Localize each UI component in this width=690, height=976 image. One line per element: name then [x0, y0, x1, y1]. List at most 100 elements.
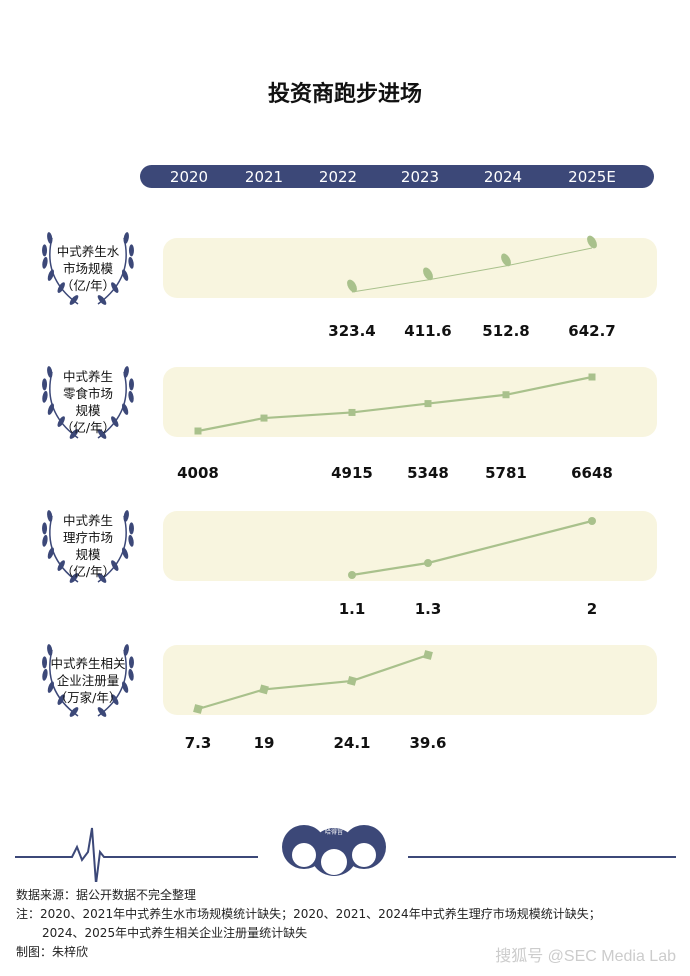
series-line — [197, 375, 593, 433]
laurel-leaf — [128, 244, 134, 257]
year-label: 2021 — [245, 168, 283, 186]
laurel-leaf — [128, 256, 134, 269]
source-text: 数据来源：据公开数据不完全整理 — [16, 888, 197, 902]
row-label-line: 中式养生水 — [56, 243, 120, 259]
note-text: 注：2020、2021年中式养生水市场规模统计缺失；2020、2021、2024… — [16, 907, 601, 921]
row-label-line: 规模 — [75, 547, 101, 562]
laurel-leaf — [69, 429, 79, 439]
laurel-leaf — [97, 429, 107, 439]
laurel-leaf — [111, 416, 119, 427]
laurel-leaf — [47, 403, 54, 415]
value-label: 39.6 — [409, 734, 446, 752]
laurel-leaf — [97, 707, 107, 717]
value-label: 642.7 — [568, 322, 615, 340]
panel-background — [163, 238, 657, 298]
laurel-leaf — [69, 573, 79, 583]
laurel-leaf — [122, 403, 129, 415]
author-text: 制图：朱梓欣 — [16, 945, 89, 959]
panel-background — [163, 511, 657, 581]
data-point-leaf — [587, 235, 597, 249]
year-label: 2022 — [319, 168, 357, 186]
laurel-leaf — [42, 656, 48, 669]
laurel-icon — [42, 366, 134, 439]
laurel-leaf — [47, 232, 53, 244]
data-point-leaf — [423, 267, 433, 281]
laurel-leaf — [42, 256, 48, 269]
laurel-leaf — [42, 522, 48, 535]
laurel-leaf — [128, 390, 134, 403]
laurel-leaf — [42, 534, 48, 547]
laurel-leaf — [69, 295, 79, 305]
data-point — [348, 571, 356, 579]
laurel-leaf — [122, 681, 129, 693]
data-point — [194, 427, 202, 435]
row-label-line: 理疗市场 — [62, 530, 113, 545]
laurel-leaf — [111, 560, 119, 571]
row-label-line: 中式养生 — [62, 369, 113, 384]
laurel-leaf — [57, 282, 65, 293]
logo-text: 哈得旨 — [325, 828, 343, 836]
data-point — [502, 391, 510, 399]
laurel-leaf — [128, 656, 134, 669]
laurel-leaf — [128, 534, 134, 547]
watermark: 搜狐号 @SEC Media Lab — [495, 948, 676, 965]
laurel-leaf — [122, 547, 129, 559]
value-label: 19 — [254, 734, 275, 752]
laurel-leaf — [57, 416, 65, 427]
value-label: 7.3 — [185, 734, 212, 752]
row-label-line: 中式养生相关 — [50, 655, 126, 671]
row-label-line: 零食市场 — [62, 386, 113, 401]
value-label: 512.8 — [482, 322, 529, 340]
laurel-leaf — [47, 681, 54, 693]
value-label: 5348 — [407, 464, 449, 482]
panel-background — [163, 645, 657, 715]
row-label-line: （亿/年） — [60, 420, 116, 435]
chart: 2020 2021 2022 2023 2024 2025E 323.4 411.6 512.8… — [42, 165, 657, 752]
laurel-leaf — [69, 707, 79, 717]
data-point — [193, 704, 203, 714]
year-label: 2023 — [401, 168, 439, 186]
laurel-leaf — [123, 366, 129, 378]
data-point — [588, 517, 596, 525]
laurel-leaf — [47, 547, 54, 559]
row-label-line: 中式养生 — [62, 513, 113, 528]
row-label: 中式养生水 市场规模 （亿/年） — [33, 243, 143, 294]
laurel-leaf — [42, 390, 48, 403]
row-label: 中式养生相关 企业注册量 （万家/年） — [33, 655, 143, 706]
laurel-leaf — [122, 269, 129, 281]
laurel-leaf — [57, 694, 65, 705]
logo-faces — [282, 825, 386, 876]
laurel-leaf — [47, 269, 54, 281]
value-label: 6648 — [571, 464, 613, 482]
row-label: 中式养生 零食市场 规模 （亿/年） — [33, 368, 143, 436]
value-label: 1.3 — [415, 600, 442, 618]
data-point — [423, 650, 433, 660]
heartbeat-line — [15, 827, 258, 882]
note-text-2: 2024、2025年中式养生相关企业注册量统计缺失 — [42, 926, 308, 940]
data-point — [424, 400, 432, 408]
laurel-leaf — [97, 295, 107, 305]
laurel-leaf — [111, 694, 119, 705]
laurel-leaf — [47, 644, 53, 656]
data-point — [424, 559, 432, 567]
laurel-leaf — [128, 522, 134, 535]
panel-background — [163, 367, 657, 437]
year-label: 2025E — [568, 168, 616, 186]
laurel-leaf — [123, 232, 129, 244]
value-label: 411.6 — [404, 322, 451, 340]
laurel-leaf — [42, 668, 48, 681]
series-line — [197, 653, 429, 711]
laurel-leaf — [123, 510, 129, 522]
page-title: 投资商跑步进场 — [267, 82, 422, 107]
data-point — [347, 676, 357, 686]
laurel-leaf — [47, 366, 53, 378]
data-point-leaf — [501, 253, 511, 267]
row-label-line: （亿/年） — [60, 564, 116, 579]
laurel-leaf — [128, 668, 134, 681]
row-label-line: （亿/年） — [60, 277, 116, 293]
laurel-leaf — [42, 244, 48, 257]
value-label: 24.1 — [333, 734, 370, 752]
laurel-leaf — [123, 644, 129, 656]
year-label: 2020 — [170, 168, 208, 186]
